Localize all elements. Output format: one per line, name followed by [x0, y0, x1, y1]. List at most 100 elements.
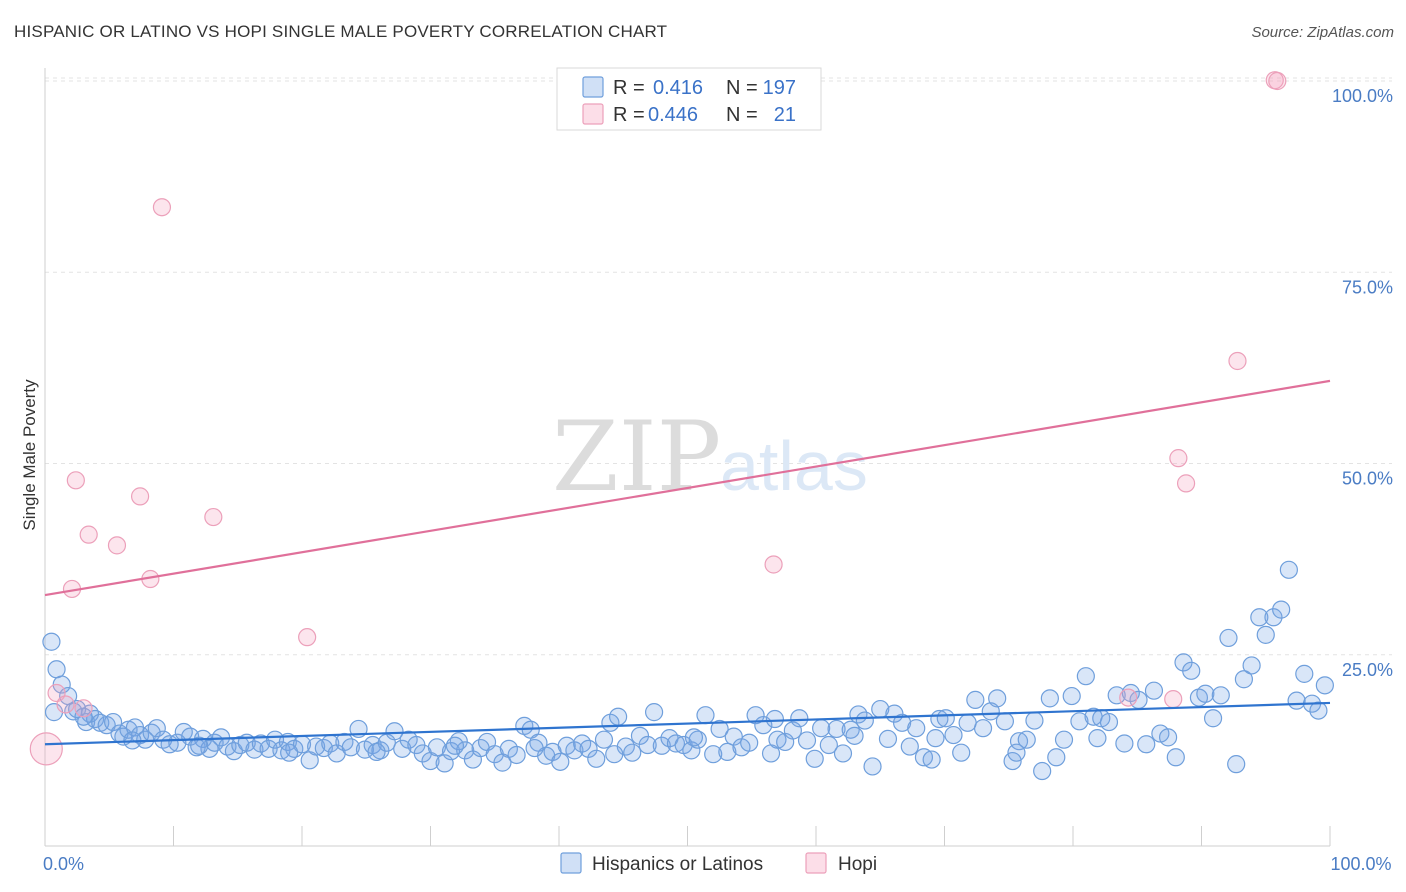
hispanic-point: [765, 709, 784, 729]
hispanic-point: [1040, 689, 1059, 708]
hispanic-point: [393, 739, 412, 758]
hispanic-point: [1287, 691, 1306, 710]
hispanic-point: [1009, 732, 1029, 751]
hopi-trend-line: [44, 379, 1331, 597]
hispanic-point: [812, 719, 831, 738]
hispanic-point: [1076, 667, 1095, 686]
hispanic-point: [623, 743, 642, 762]
hispanic-point: [1107, 686, 1126, 705]
hispanic-point: [863, 757, 882, 776]
hispanic-point: [936, 709, 955, 728]
hopi-point: [298, 628, 317, 647]
hispanic-point: [746, 706, 765, 725]
hispanic-point: [190, 736, 209, 755]
hopi-point: [1164, 690, 1183, 709]
hispanic-point: [1054, 730, 1074, 749]
hispanic-point: [1062, 686, 1081, 706]
chart-title: HISPANIC OR LATINO VS HOPI SINGLE MALE P…: [14, 22, 668, 41]
hispanic-point: [652, 736, 671, 755]
hopi-point: [1169, 449, 1188, 468]
hispanic-point: [1196, 684, 1215, 703]
hispanic-point: [1137, 735, 1156, 754]
legend-n-label-2: N =: [726, 104, 758, 126]
hispanic-point: [1166, 748, 1185, 767]
hopi-point: [1268, 71, 1287, 91]
hopi-point: [764, 555, 783, 574]
hispanic-point: [892, 713, 912, 732]
hispanic-point: [1279, 560, 1298, 579]
legend-n-value-2: 21: [774, 104, 796, 126]
watermark-atlas: atlas: [720, 427, 868, 505]
legend: R = 0.416 N = 197 R = 0.446 N = 21: [556, 67, 822, 131]
hispanic-point: [605, 745, 624, 764]
hispanic-point: [367, 742, 386, 762]
legend-swatch-pink: [582, 103, 604, 125]
hispanic-point: [587, 749, 606, 768]
y-tick-label-100: 100.0%: [1332, 86, 1393, 106]
hispanic-point: [926, 729, 945, 748]
hispanic-point: [427, 738, 447, 757]
hopi-point: [1228, 351, 1247, 371]
hopi-point: [66, 471, 85, 490]
hopi-point: [130, 487, 150, 506]
legend-r-label-1: R =: [613, 77, 645, 99]
watermark-zip: ZIP: [552, 401, 721, 513]
hispanic-point: [704, 745, 723, 764]
hispanic-point: [579, 739, 598, 758]
hispanic-point: [1250, 608, 1269, 627]
hispanic-point: [710, 719, 729, 739]
hispanic-point: [551, 752, 570, 771]
hispanic-point: [1070, 712, 1089, 731]
hispanic-point: [666, 734, 686, 753]
hopi-point: [107, 536, 127, 555]
hispanic-point: [1047, 748, 1066, 767]
hispanic-point: [740, 733, 759, 752]
hispanic-point: [1315, 676, 1334, 695]
chart-source: Source: ZipAtlas.com: [1251, 24, 1394, 41]
hispanic-point: [1309, 701, 1328, 720]
hispanic-point: [609, 707, 628, 726]
legend-n-value-1: 197: [763, 77, 796, 99]
hispanic-point: [973, 719, 993, 738]
hopi-point: [29, 732, 63, 766]
hispanic-point: [1144, 681, 1164, 700]
hispanic-point: [1115, 734, 1134, 753]
hopi-point: [74, 699, 93, 718]
hispanic-point: [1219, 628, 1238, 648]
hispanic-point: [445, 736, 465, 755]
hispanic-point: [696, 706, 715, 725]
hispanic-trend-line: [44, 701, 1331, 746]
hispanic-point: [594, 730, 614, 749]
hispanic-point: [1017, 730, 1036, 749]
hispanic-point: [944, 725, 963, 745]
trend-lines: [44, 379, 1331, 746]
legend-r-label-2: R =: [613, 104, 645, 126]
hispanic-point: [1182, 661, 1201, 680]
hispanic-point: [385, 722, 404, 741]
hispanic-point: [958, 713, 977, 732]
bottom-legend-label-hispanics: Hispanics or Latinos: [592, 854, 763, 875]
hispanic-point: [900, 737, 919, 756]
legend-box: [556, 67, 822, 131]
hispanic-point: [1158, 728, 1178, 747]
legend-swatch-blue: [582, 76, 604, 98]
axes: [44, 68, 1331, 847]
hispanic-point: [684, 728, 704, 747]
hispanic-point: [790, 709, 809, 728]
hispanic-point: [797, 731, 817, 750]
hispanic-point: [827, 719, 846, 739]
hispanic-point: [565, 741, 584, 760]
hispanic-point: [307, 737, 326, 756]
hopi-point: [79, 525, 98, 544]
bottom-legend-swatch-pink: [805, 852, 827, 874]
x-tick-label-0: 0.0%: [43, 854, 84, 874]
hispanic-point: [1295, 664, 1314, 683]
hispanic-point: [855, 711, 874, 730]
legend-r-value-1: 0.416: [653, 77, 703, 99]
bottom-legend-swatch-blue: [560, 852, 582, 874]
x-tick-label-100: 100.0%: [1330, 854, 1391, 874]
y-tick-label-25: 25.0%: [1342, 660, 1393, 680]
hispanic-point: [644, 703, 664, 722]
tick-labels: 25.0% 50.0% 75.0% 100.0% 0.0% 100.0%: [43, 86, 1393, 874]
